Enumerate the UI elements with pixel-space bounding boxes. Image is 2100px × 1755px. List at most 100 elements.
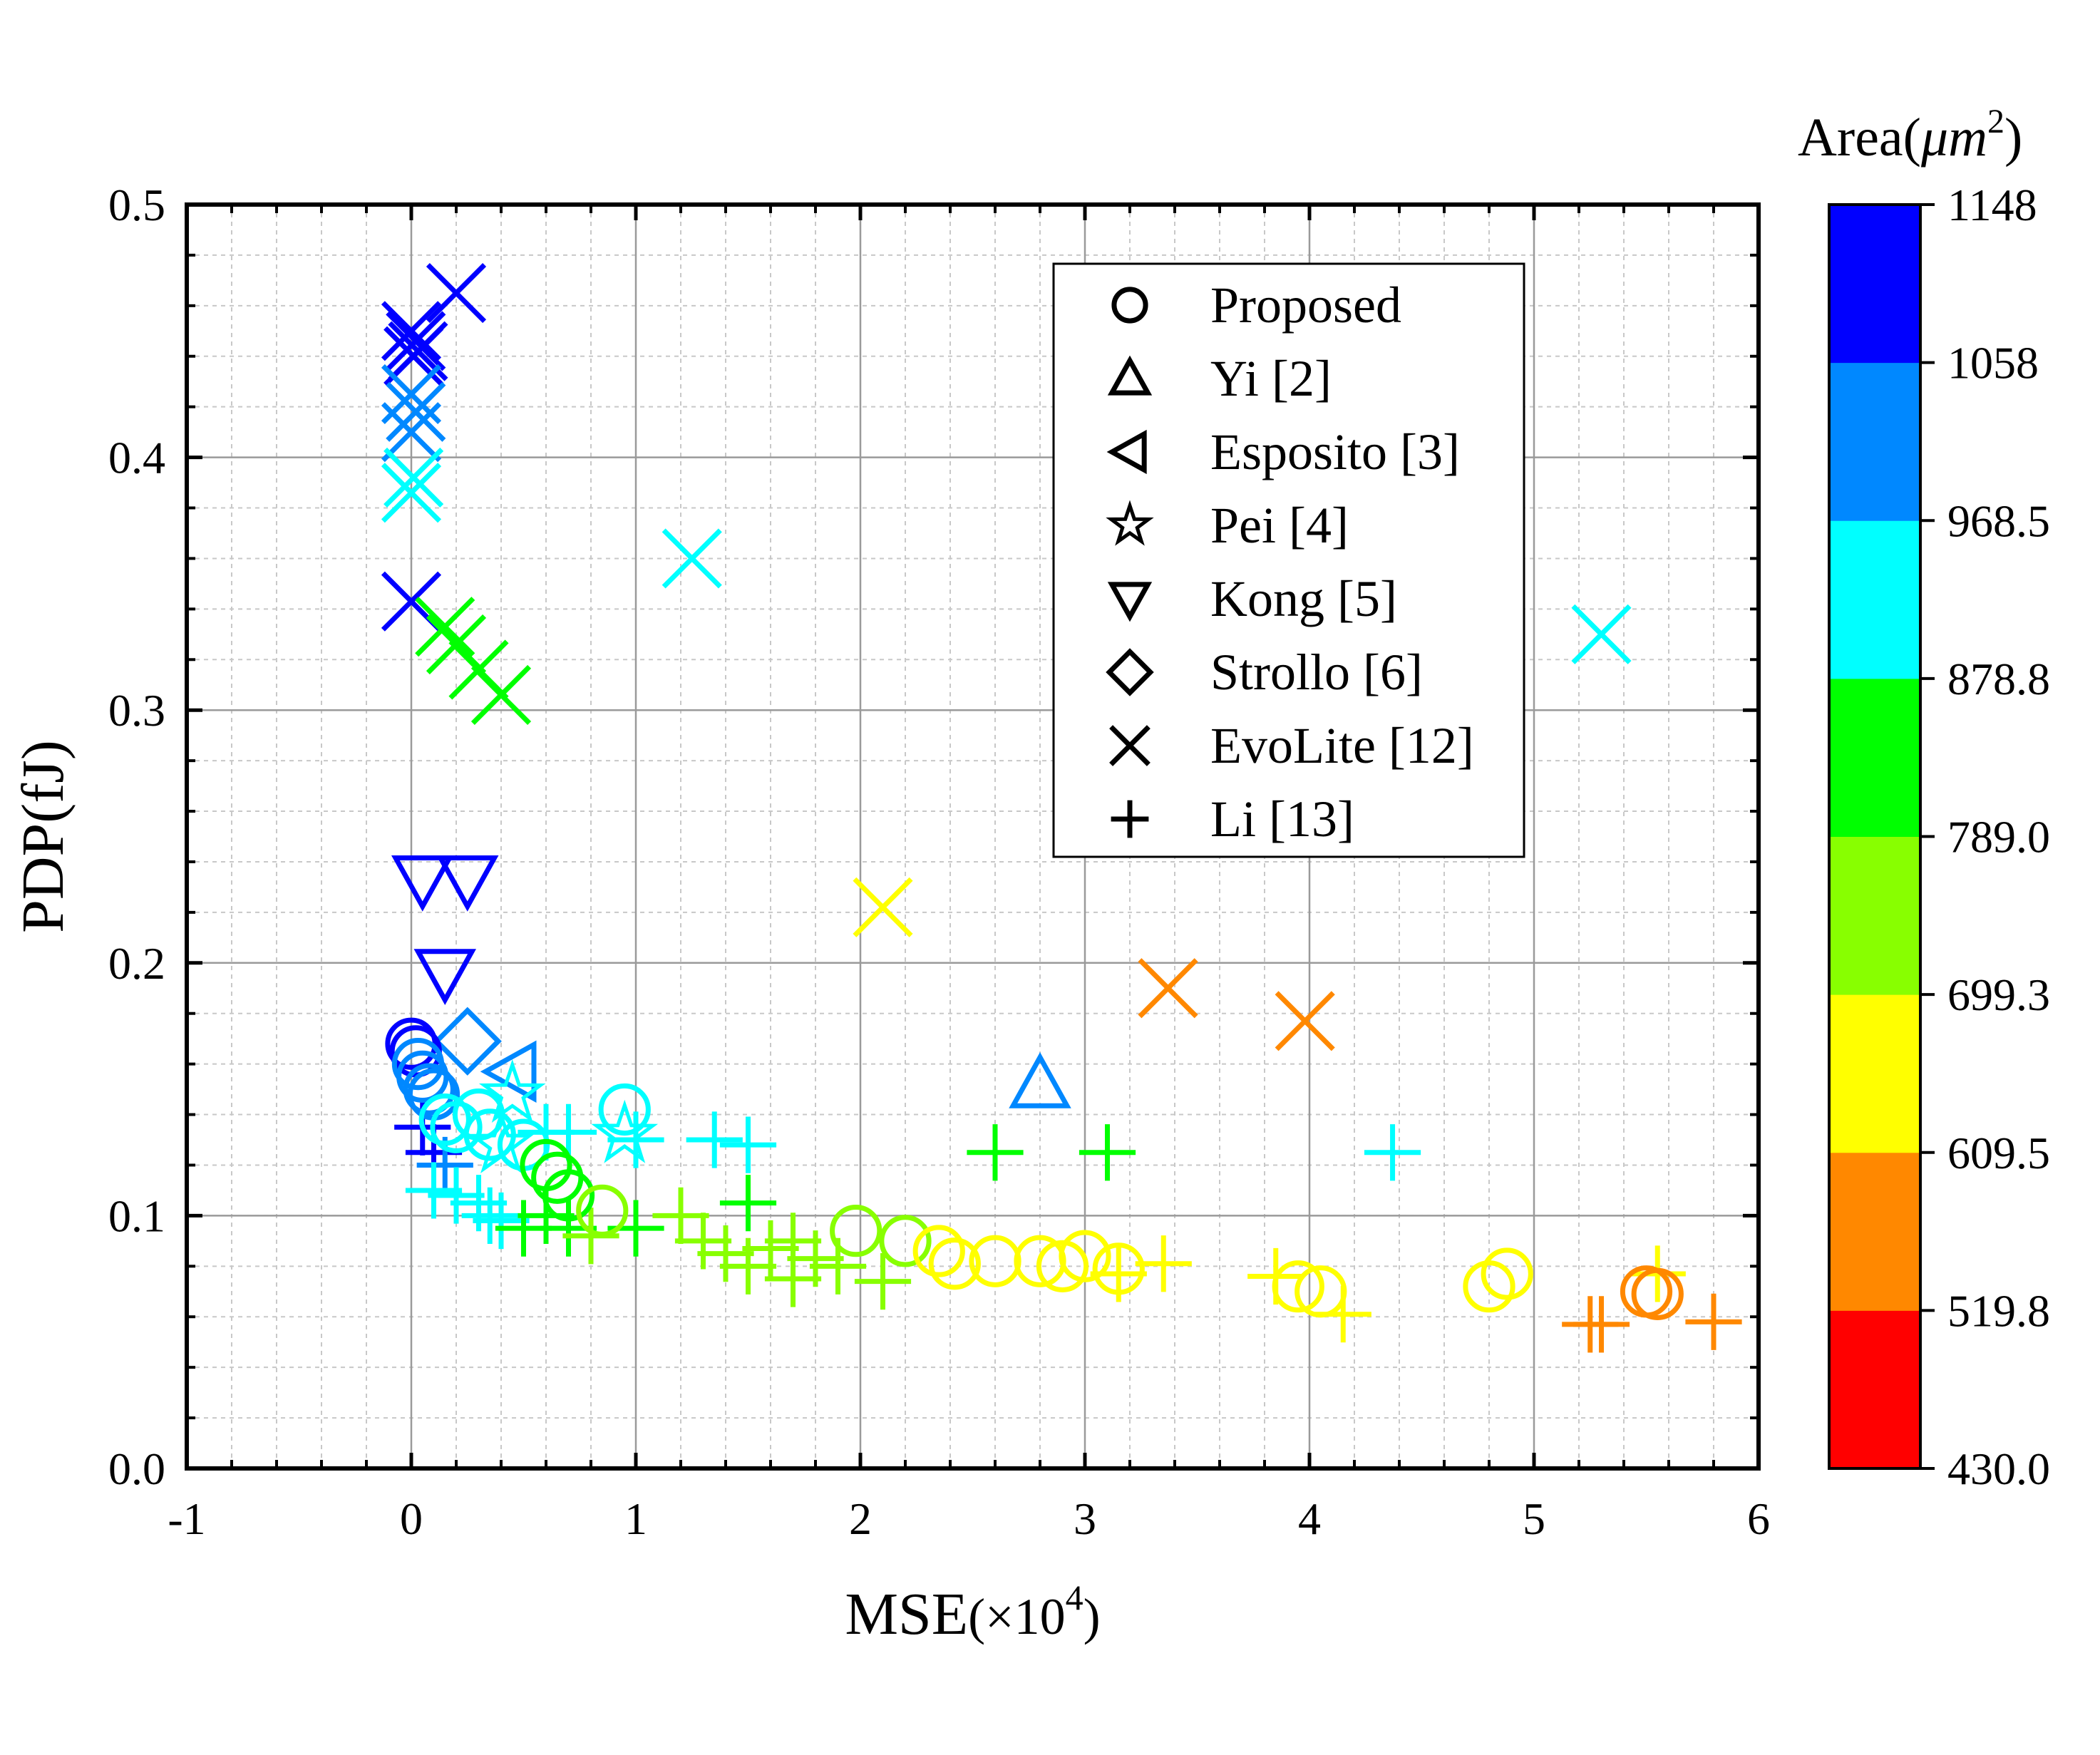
colorbar-title: Area(μm2)	[1798, 103, 2022, 168]
point-x	[853, 877, 913, 937]
point-plus	[1573, 1296, 1630, 1353]
point-x	[384, 447, 444, 508]
point-circle	[463, 1108, 516, 1161]
legend-marker-x	[1109, 725, 1151, 766]
axes	[185, 202, 1761, 1471]
point-plus	[764, 1250, 822, 1307]
point-circle	[542, 1169, 595, 1222]
point-circle	[576, 1184, 629, 1237]
point-circle	[912, 1225, 965, 1277]
point-triangle-up	[1009, 1052, 1071, 1108]
x-tick-label: 2	[849, 1493, 872, 1544]
point-circle	[1463, 1260, 1515, 1313]
point-circle	[1481, 1247, 1533, 1300]
legend-label: Yi [2]	[1210, 350, 1332, 407]
y-tick-label: 0.2	[108, 938, 165, 989]
point-triangle-left	[480, 1040, 537, 1103]
legend-marker-circle	[1111, 287, 1148, 324]
point-circle	[598, 1083, 651, 1136]
point-x	[415, 597, 475, 657]
legend-label: Kong [5]	[1210, 570, 1397, 627]
colorbar-segment	[1829, 1310, 1920, 1469]
point-plus	[1629, 1245, 1686, 1302]
point-plus	[686, 1111, 743, 1168]
point-star	[478, 1059, 546, 1123]
point-circle	[385, 1017, 438, 1070]
point-x	[1138, 958, 1198, 1019]
data-points	[381, 263, 1742, 1353]
legend-label: Strollo [6]	[1210, 644, 1423, 701]
point-plus	[719, 1175, 777, 1232]
colorbar-segment	[1829, 1152, 1920, 1311]
point-x	[386, 381, 446, 442]
point-plus	[674, 1213, 732, 1270]
axis-labels: MSE(×104) PDP(fJ)	[10, 740, 1101, 1647]
point-plus	[967, 1124, 1024, 1181]
legend-label: Li [13]	[1210, 791, 1354, 848]
point-plus	[697, 1225, 754, 1282]
colorbar-tick-label: 789.0	[1947, 812, 2050, 863]
colorbar-tick-label: 519.8	[1947, 1285, 2050, 1336]
legend-marker-plus	[1111, 800, 1149, 838]
y-tick-label: 0.1	[108, 1190, 165, 1241]
colorbar-segment	[1829, 362, 1920, 521]
point-x	[470, 664, 532, 725]
colorbar-tick-label: 430.0	[1947, 1443, 2050, 1494]
point-plus	[461, 1187, 518, 1244]
colorbar-tick-label: 1058	[1947, 338, 2039, 388]
x-tick-label: 4	[1298, 1493, 1321, 1544]
legend-marker-triangle-left	[1106, 429, 1147, 475]
y-tick-label: 0.4	[108, 433, 165, 483]
point-circle	[1295, 1265, 1347, 1318]
legend-label: Pei [4]	[1210, 497, 1349, 554]
colorbar-tick-label: 968.5	[1947, 495, 2050, 546]
point-plus	[405, 1162, 463, 1219]
point-plus	[562, 1208, 619, 1265]
point-circle	[1036, 1240, 1089, 1292]
legend-marker-diamond	[1106, 648, 1154, 696]
point-circle	[830, 1205, 882, 1257]
point-circle	[1631, 1267, 1684, 1320]
legend-label: Esposito [3]	[1210, 423, 1460, 480]
legend-label: EvoLite [12]	[1210, 717, 1474, 774]
point-triangle-down	[436, 855, 499, 912]
point-diamond	[433, 1007, 502, 1076]
point-plus	[854, 1253, 912, 1310]
colorbar-segment	[1829, 520, 1920, 679]
y-tick-label: 0.3	[108, 685, 165, 736]
point-x	[381, 301, 442, 361]
point-star	[591, 1099, 659, 1163]
point-circle	[418, 1093, 471, 1146]
point-x	[1275, 991, 1335, 1051]
plot-frame	[185, 202, 1761, 1471]
point-x	[381, 463, 442, 523]
point-circle	[879, 1215, 932, 1267]
point-plus	[540, 1103, 597, 1160]
point-x	[381, 402, 442, 463]
point-plus	[1135, 1235, 1192, 1292]
colorbar-segment	[1829, 994, 1920, 1153]
colorbar: 430.0 519.8 609.5 699.3 789.0 878.8 968.5 1058 1…	[1798, 103, 2050, 1494]
point-plus	[719, 1237, 777, 1295]
point-plus	[1685, 1293, 1742, 1350]
point-x	[662, 528, 722, 589]
x-axis-label: MSE(×104)	[845, 1578, 1100, 1647]
legend-label: Proposed	[1210, 277, 1401, 334]
colorbar-tick-label: 609.5	[1947, 1128, 2050, 1178]
legend-marker-triangle-down	[1107, 582, 1153, 622]
legend: Proposed Yi [2] Esposito [3] Pei [4] Kong [5…	[1052, 262, 1525, 858]
point-circle	[403, 1063, 455, 1116]
point-x	[386, 311, 446, 371]
colorbar-tick-label: 1148	[1947, 180, 2037, 230]
y-axis-label: PDP(fJ)	[10, 740, 76, 933]
y-tick-label: 0.0	[108, 1443, 165, 1494]
point-circle	[928, 1237, 981, 1290]
legend-marker-star	[1106, 500, 1154, 546]
point-circle	[1272, 1260, 1324, 1313]
colorbar-tick-label: 699.3	[1947, 969, 2050, 1020]
point-plus	[1364, 1124, 1421, 1181]
y-tick-label: 0.5	[108, 180, 165, 230]
legend-marker-triangle-up	[1107, 355, 1153, 396]
